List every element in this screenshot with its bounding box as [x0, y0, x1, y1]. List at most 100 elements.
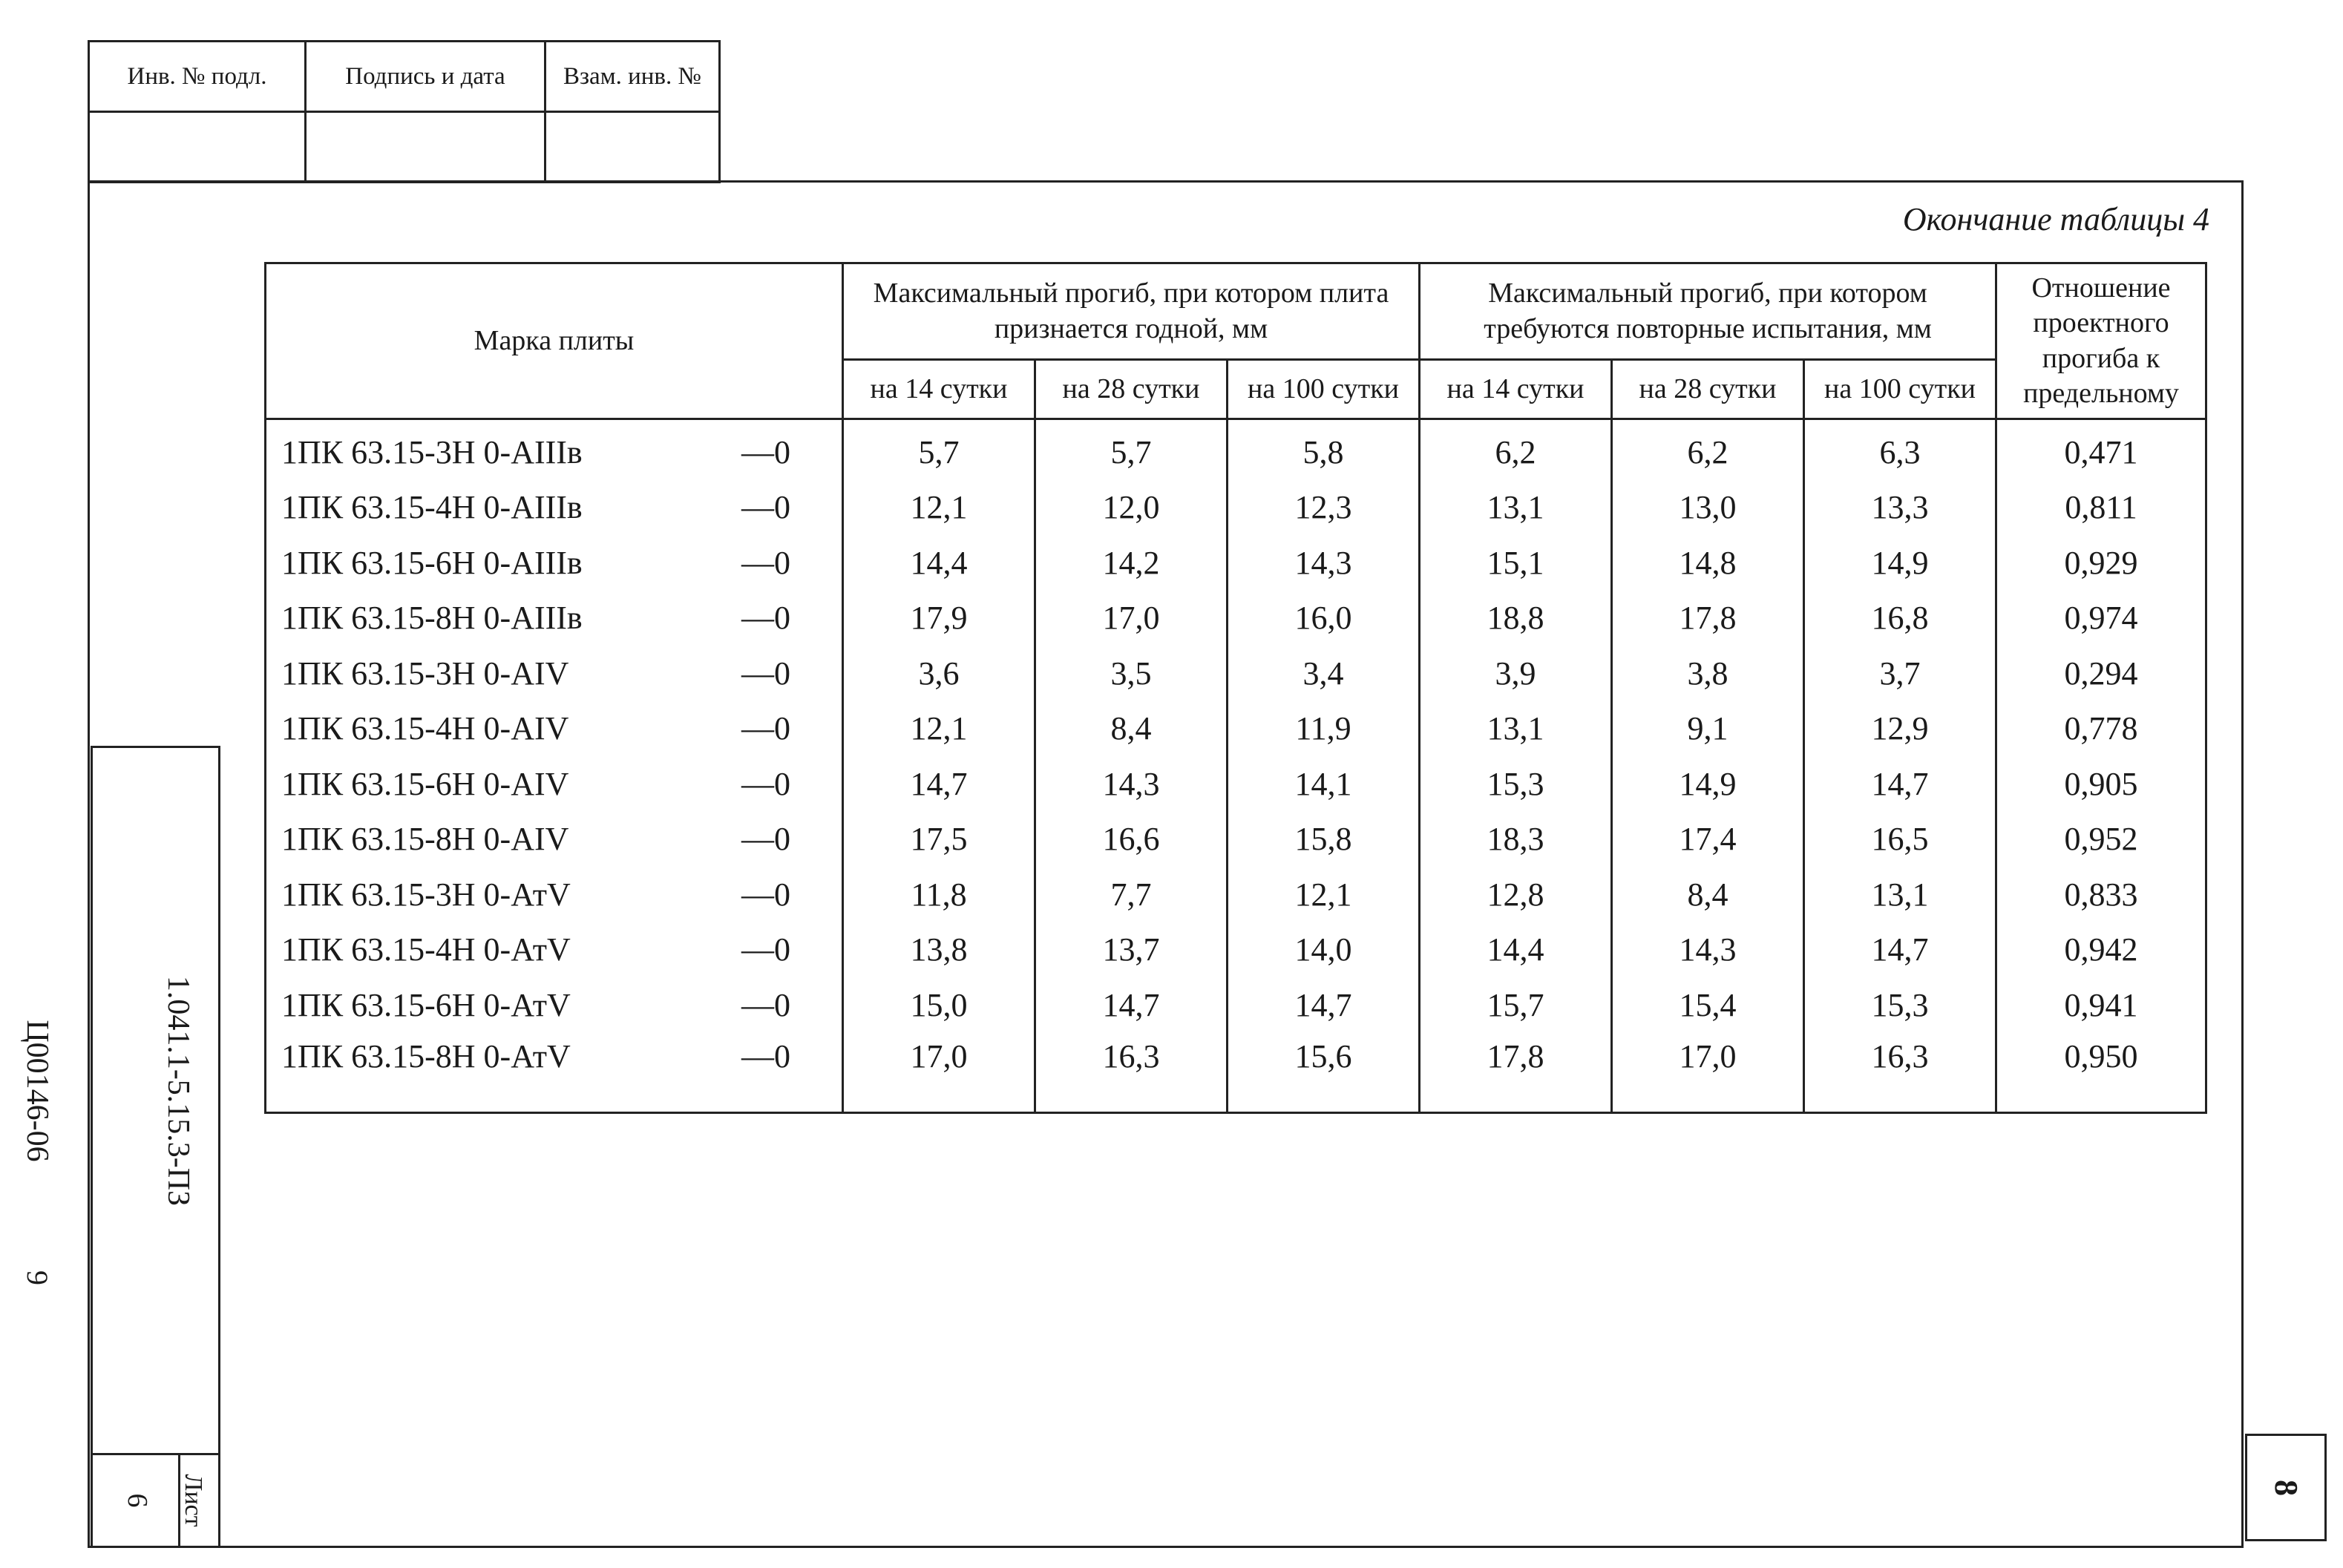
- slab-mark: 1ПК 63.15-4Н 0-АтV: [281, 931, 571, 968]
- cell-accept-28: 12,0: [1034, 479, 1228, 535]
- cell-accept-14: 12,1: [842, 479, 1036, 535]
- cell-accept-100: 12,1: [1225, 867, 1421, 922]
- cell-retest-28: 14,3: [1610, 922, 1806, 977]
- table-row: 1ПК 63.15-3Н 0-АIV —0 3,6 3,5 3,4 3,9 3,8 3,7 0,…: [264, 646, 2208, 701]
- cell-retest-14: 3,9: [1418, 646, 1613, 701]
- cell-retest-100: 12,9: [1803, 701, 1998, 756]
- slab-tolerance: —0: [741, 1037, 790, 1075]
- cell-retest-14: 12,8: [1418, 867, 1613, 922]
- sheet-number: 6: [122, 1493, 153, 1508]
- cell-mark: 1ПК 63.15-3Н 0-АтV —0: [264, 867, 844, 922]
- cell-retest-14: 15,7: [1418, 977, 1613, 1033]
- slab-tolerance: —0: [741, 544, 790, 581]
- cell-accept-100: 11,9: [1225, 701, 1421, 756]
- table-row: 1ПК 63.15-3Н 0-АтV —0 11,8 7,7 12,1 12,8 8,4 13…: [264, 867, 2208, 922]
- subheader-retest-28: на 28 сутки: [1610, 358, 1806, 420]
- slab-mark: 1ПК 63.15-3Н 0-АтV: [281, 876, 571, 913]
- archive-page-number: 9: [21, 1270, 54, 1285]
- table-row: 1ПК 63.15-6Н 0-АIIIв —0 14,4 14,2 14,3 15,1 14…: [264, 535, 2208, 591]
- cell-accept-28: 3,5: [1034, 646, 1228, 701]
- slab-tolerance: —0: [741, 765, 790, 802]
- cell-retest-100: 16,5: [1803, 811, 1998, 867]
- cell-accept-28: 16,6: [1034, 811, 1228, 867]
- drawing-frame: [88, 180, 2244, 1548]
- slab-mark: 1ПК 63.15-4Н 0-АIIIв: [281, 489, 583, 526]
- table-row: 1ПК 63.15-6Н 0-АIV —0 14,7 14,3 14,1 15,3 14,9…: [264, 756, 2208, 812]
- cell-mark: 1ПК 63.15-4Н 0-АIV —0: [264, 701, 844, 756]
- side-block-divider: [91, 1453, 220, 1455]
- cell-retest-100: 14,7: [1803, 922, 1998, 977]
- cell-accept-28: 13,7: [1034, 922, 1228, 977]
- subheader-accept-100: на 100 сутки: [1225, 358, 1421, 420]
- cell-ratio: 0,471: [1995, 419, 2208, 480]
- cell-accept-28: 14,3: [1034, 756, 1228, 812]
- cell-mark: 1ПК 63.15-6Н 0-АIIIв —0: [264, 535, 844, 591]
- cell-retest-28: 6,2: [1610, 419, 1806, 480]
- cell-ratio: 0,833: [1995, 867, 2208, 922]
- cell-retest-14: 18,8: [1418, 590, 1613, 646]
- table-row: 1ПК 63.15-4Н 0-АIIIв —0 12,1 12,0 12,3 13,1 13…: [264, 479, 2208, 535]
- cell-mark: 1ПК 63.15-4Н 0-АтV —0: [264, 922, 844, 977]
- cell-ratio: 0,905: [1995, 756, 2208, 812]
- subheader-retest-14: на 14 сутки: [1418, 358, 1613, 420]
- group-header-accept: Максимальный прогиб, при котором плита п…: [841, 262, 1421, 361]
- table-row: 1ПК 63.15-6Н 0-АтV —0 15,0 14,7 14,7 15,7 15,4…: [264, 977, 2208, 1033]
- archive-number: Ц00146-06: [20, 1020, 54, 1162]
- cell-mark: 1ПК 63.15-8Н 0-АIV —0: [264, 811, 844, 867]
- cell-retest-14: 15,3: [1418, 756, 1613, 812]
- cell-retest-14: 14,4: [1418, 922, 1613, 977]
- sheet-label: Лист: [180, 1474, 207, 1527]
- cell-retest-28: 8,4: [1610, 867, 1806, 922]
- slab-mark: 1ПК 63.15-8Н 0-АIV: [281, 821, 569, 858]
- slab-mark: 1ПК 63.15-8Н 0-АIIIв: [281, 600, 583, 637]
- cell-accept-28: 14,2: [1034, 535, 1228, 591]
- cell-retest-28: 17,4: [1610, 811, 1806, 867]
- table-caption: Окончание таблицы 4: [1902, 201, 2209, 237]
- table-row: 1ПК 63.15-8Н 0-АIV —0 17,5 16,6 15,8 18,3 17,4…: [264, 811, 2208, 867]
- group-header-retest: Максимальный прогиб, при котором требуют…: [1418, 262, 1998, 361]
- stamp-replacement-inv-label: Взам. инв. №: [544, 40, 721, 113]
- cell-retest-14: 13,1: [1418, 479, 1613, 535]
- cell-accept-14: 17,9: [842, 590, 1036, 646]
- cell-accept-14: 14,4: [842, 535, 1036, 591]
- cell-ratio: 0,952: [1995, 811, 2208, 867]
- slab-tolerance: —0: [741, 433, 790, 470]
- slab-mark: 1ПК 63.15-6Н 0-АIV: [281, 765, 569, 802]
- cell-retest-14: 18,3: [1418, 811, 1613, 867]
- cell-accept-100: 15,8: [1225, 811, 1421, 867]
- stamp-signature-date-label: Подпись и дата: [304, 40, 546, 113]
- slab-mark: 1ПК 63.15-6Н 0-АIIIв: [281, 544, 583, 581]
- cell-accept-28: 16,3: [1034, 1032, 1228, 1114]
- cell-retest-28: 17,0: [1610, 1032, 1806, 1114]
- cell-retest-14: 17,8: [1418, 1032, 1613, 1114]
- cell-ratio: 0,942: [1995, 922, 2208, 977]
- cell-accept-100: 15,6: [1225, 1032, 1421, 1114]
- cell-accept-100: 14,7: [1225, 977, 1421, 1033]
- cell-retest-100: 14,9: [1803, 535, 1998, 591]
- slab-tolerance: —0: [741, 710, 790, 747]
- slab-tolerance: —0: [741, 986, 790, 1023]
- cell-accept-14: 13,8: [842, 922, 1036, 977]
- cell-accept-14: 3,6: [842, 646, 1036, 701]
- cell-accept-14: 17,0: [842, 1032, 1036, 1114]
- cell-mark: 1ПК 63.15-8Н 0-АIIIв —0: [264, 590, 844, 646]
- cell-accept-100: 16,0: [1225, 590, 1421, 646]
- cell-accept-100: 14,3: [1225, 535, 1421, 591]
- cell-retest-14: 6,2: [1418, 419, 1613, 480]
- subheader-retest-100: на 100 сутки: [1803, 358, 1998, 420]
- slab-mark: 1ПК 63.15-3Н 0-АIIIв: [281, 433, 583, 470]
- subheader-accept-28: на 28 сутки: [1034, 358, 1228, 420]
- table-row: 1ПК 63.15-4Н 0-АтV —0 13,8 13,7 14,0 14,4 14,3…: [264, 922, 2208, 977]
- cell-accept-100: 14,0: [1225, 922, 1421, 977]
- cell-accept-14: 11,8: [842, 867, 1036, 922]
- page-number-box: [2245, 1434, 2327, 1541]
- subheader-accept-14: на 14 сутки: [842, 358, 1036, 420]
- cell-retest-100: 3,7: [1803, 646, 1998, 701]
- cell-retest-100: 16,8: [1803, 590, 1998, 646]
- cell-retest-28: 13,0: [1610, 479, 1806, 535]
- cell-mark: 1ПК 63.15-8Н 0-АтV —0: [264, 1032, 844, 1114]
- slab-tolerance: —0: [741, 489, 790, 526]
- stamp-inv-podl-value: [88, 111, 307, 183]
- table-row: 1ПК 63.15-8Н 0-АIIIв —0 17,9 17,0 16,0 18,8 17…: [264, 590, 2208, 646]
- stamp-replacement-inv-value: [544, 111, 721, 183]
